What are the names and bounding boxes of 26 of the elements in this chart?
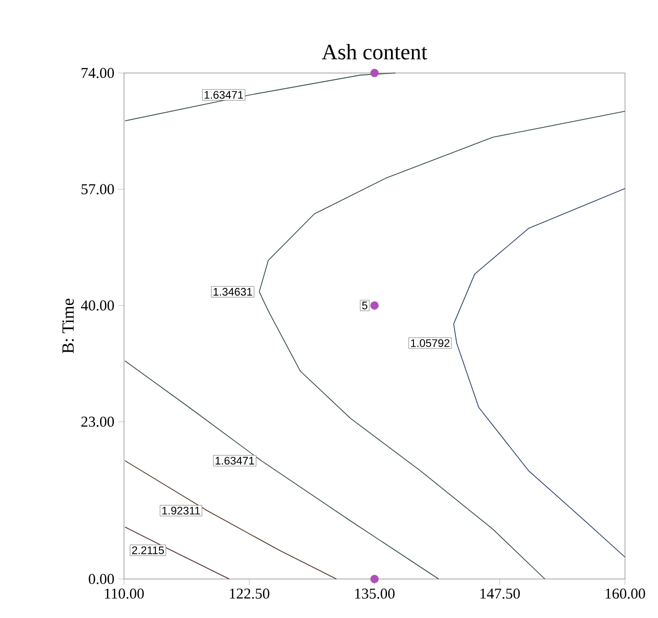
annotation: 2.2115 — [132, 546, 164, 554]
y-tick-label: 74.00 — [82, 68, 114, 78]
line-series — [258, 110, 626, 580]
annotation: 5 — [362, 302, 368, 310]
point — [370, 301, 379, 310]
x-tick-label: 147.50 — [480, 588, 520, 599]
point — [370, 574, 379, 584]
chart-title: Ash content — [322, 44, 428, 60]
annotation: 1.05792 — [411, 339, 450, 347]
annotation: 1.92311 — [162, 506, 200, 515]
x-tick-label: 135.00 — [355, 588, 395, 599]
annotation: 1.63471 — [204, 90, 244, 99]
point — [370, 68, 379, 78]
y-tick-label: 57.00 — [82, 184, 114, 194]
y-tick-label: 23.00 — [81, 416, 114, 427]
line-series — [453, 188, 626, 558]
annotation: 1.34631 — [214, 288, 252, 296]
x-tick-label: 110.00 — [104, 588, 144, 599]
y-axis-title: B: Time — [62, 298, 74, 354]
line-series — [124, 72, 396, 122]
y-tick-label: 40.00 — [81, 300, 114, 311]
x-tick-label: 122.50 — [230, 588, 270, 599]
line-series — [124, 360, 440, 580]
y-tick-label: 0.00 — [88, 574, 114, 584]
annotation: 1.63471 — [216, 456, 254, 465]
x-tick-label: 160.00 — [606, 588, 646, 599]
